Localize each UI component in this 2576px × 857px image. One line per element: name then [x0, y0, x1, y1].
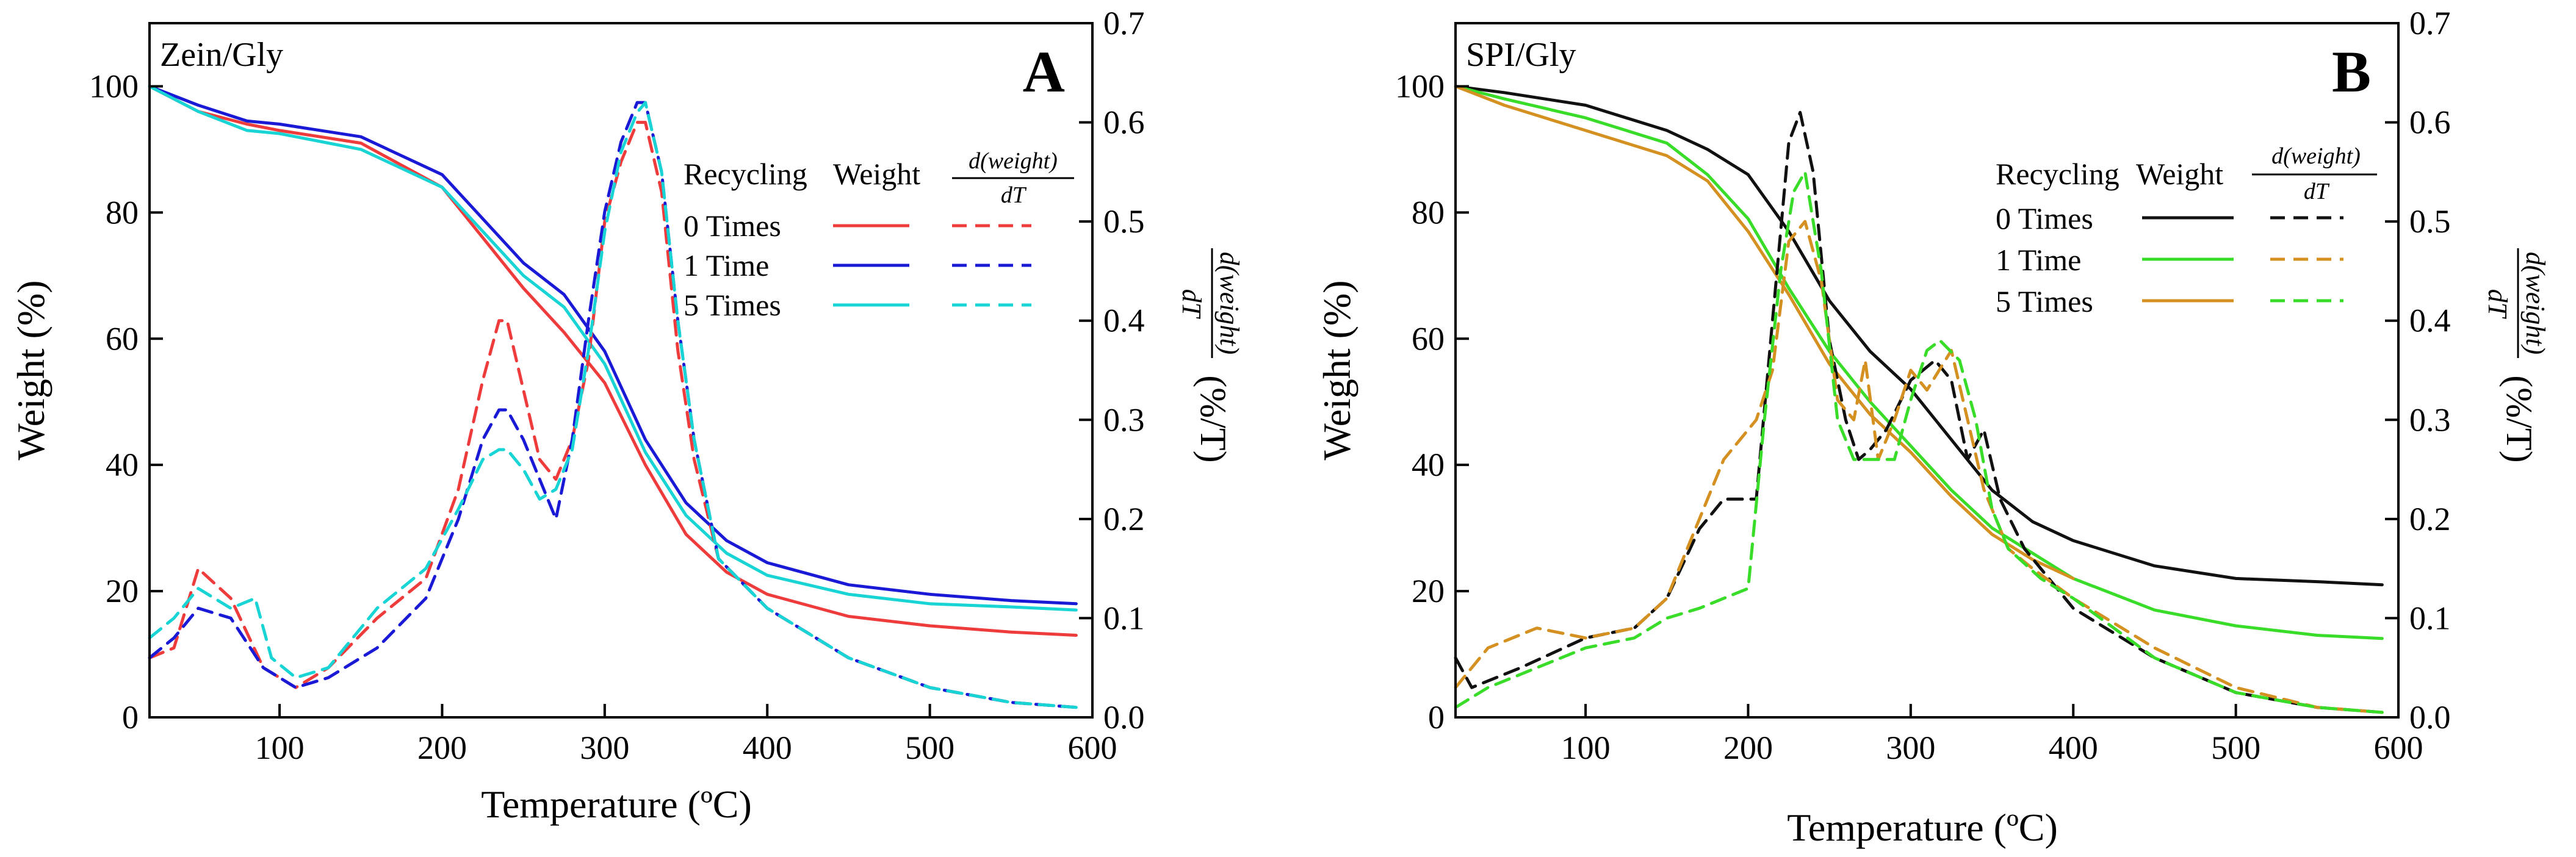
legend-entry-5-times: 5 Times — [684, 288, 781, 322]
y2-tick-label: 0.0 — [1103, 699, 1145, 736]
y2-tick-label: 0.1 — [2409, 600, 2451, 636]
plot-frame — [1454, 22, 2400, 719]
legend-header-recycling: Recycling — [684, 157, 807, 191]
x-tick-label: 400 — [743, 730, 792, 766]
y2-title-numerator: d(weight) — [2520, 252, 2550, 355]
legend-header-numerator: d(weight) — [2271, 143, 2361, 169]
y2-tick-label: 0.3 — [1103, 401, 1145, 438]
y-axis-title: Weight (%) — [9, 280, 52, 460]
x-tick-label: 300 — [1886, 730, 1935, 766]
x-axis-title: Temperature (ºC) — [481, 783, 752, 826]
y2-title-unit: (%/T) — [2499, 375, 2539, 462]
panel-a-zein-gly: 100 200 300 400 500 600 0 20 40 60 80 100 0.0 0.1 0.2 0… — [9, 5, 1244, 826]
x-tick-label: 300 — [580, 730, 629, 766]
y-tick-label: 40 — [1412, 446, 1445, 483]
panel-letter: A — [1023, 39, 1065, 104]
x-tick-label: 400 — [2049, 730, 2098, 766]
x-axis-title: Temperature (ºC) — [1787, 806, 2058, 849]
legend-entry-0-times: 0 Times — [1996, 201, 2093, 235]
series-line-5-times-weight — [148, 85, 1078, 612]
series-line-1-time-weight — [1454, 85, 2384, 640]
x-tick-label: 500 — [2211, 730, 2260, 766]
legend-header-weight: Weight — [2136, 157, 2223, 191]
x-tick-label: 500 — [905, 730, 954, 766]
y-tick-label: 60 — [1412, 320, 1445, 357]
y2-title-denominator: dT — [1177, 289, 1207, 320]
x-tick-label: 600 — [1068, 730, 1117, 766]
y2-tick-label: 0.7 — [2409, 5, 2451, 41]
x-tick-label: 200 — [417, 730, 467, 766]
y2-tick-label: 0.3 — [2409, 401, 2451, 438]
y-tick-label: 40 — [106, 446, 139, 483]
series-line-0-times-weight — [1454, 85, 2384, 587]
x-tick-label: 200 — [1723, 730, 1773, 766]
y-tick-label: 0 — [122, 699, 139, 736]
series-line-5-times-weight — [1454, 85, 2075, 580]
legend-entry-1-time: 1 Time — [1996, 243, 2081, 277]
y-tick-label: 80 — [1412, 194, 1445, 231]
material-label: SPI/Gly — [1466, 36, 1576, 74]
x-tick-label: 600 — [2374, 730, 2423, 766]
y2-title-numerator: d(weight) — [1214, 252, 1244, 355]
y2-tick-label: 0.5 — [1103, 203, 1145, 240]
y-tick-label: 100 — [1395, 68, 1445, 104]
series-line-5-times-d-weight-dt — [148, 101, 1078, 709]
y-tick-label: 80 — [106, 194, 139, 231]
y2-title-unit: (%/T) — [1193, 375, 1233, 462]
y2-tick-label: 0.6 — [2409, 104, 2451, 141]
series-line-0-times-d-weight-dt — [1454, 110, 2384, 714]
series-line-1-time-d-weight-dt — [1454, 220, 2384, 714]
y-tick-label: 20 — [106, 573, 139, 609]
y2-tick-label: 0.4 — [1103, 303, 1145, 339]
legend: Recycling Weight d(weight) dT 0 Times 1 … — [1996, 143, 2377, 318]
series-line-5-times-d-weight-dt — [1454, 170, 2384, 714]
y2-tick-label: 0.7 — [1103, 5, 1145, 41]
plot-frame — [148, 22, 1094, 719]
legend: Recycling Weight d(weight) dT 0 Times 1 … — [684, 148, 1074, 322]
series-line-0-times-d-weight-dt — [148, 121, 1078, 709]
legend-entry-1-time: 1 Time — [684, 248, 769, 282]
y2-title-denominator: dT — [2483, 289, 2513, 320]
y2-tick-label: 0.5 — [2409, 203, 2451, 240]
legend-entry-0-times: 0 Times — [684, 209, 781, 243]
y2-tick-label: 0.4 — [2409, 303, 2451, 339]
series-line-0-times-weight — [148, 85, 1078, 637]
legend-header-numerator: d(weight) — [969, 148, 1058, 174]
legend-header-weight: Weight — [833, 157, 920, 191]
y2-tick-label: 0.2 — [2409, 501, 2451, 537]
panel-b-spi-gly: 100 200 300 400 500 600 0 20 40 60 80 100 0.0 0.1 0.2 0… — [1315, 5, 2550, 849]
material-label: Zein/Gly — [160, 36, 283, 74]
y-axis-title: Weight (%) — [1315, 280, 1358, 460]
legend-header-denominator: dT — [2304, 179, 2330, 204]
legend-header-recycling: Recycling — [1996, 157, 2120, 191]
x-tick-label: 100 — [1561, 730, 1611, 766]
y2-tick-label: 0.0 — [2409, 699, 2451, 736]
panel-letter: B — [2332, 39, 2371, 104]
legend-entry-5-times: 5 Times — [1996, 284, 2093, 318]
y2-tick-label: 0.6 — [1103, 104, 1145, 141]
legend-header-denominator: dT — [1001, 182, 1027, 208]
series-line-1-time-weight — [148, 85, 1078, 606]
y-tick-label: 60 — [106, 320, 139, 357]
y2-tick-label: 0.2 — [1103, 501, 1145, 537]
y-tick-label: 0 — [1428, 699, 1445, 736]
y2-axis-title: d(weight) dT (%/T) — [2483, 248, 2550, 463]
y-tick-label: 20 — [1412, 573, 1445, 609]
x-tick-label: 100 — [255, 730, 305, 766]
y2-tick-label: 0.1 — [1103, 600, 1145, 636]
y2-axis-title: d(weight) dT (%/T) — [1177, 248, 1244, 463]
y-tick-label: 100 — [89, 68, 139, 104]
